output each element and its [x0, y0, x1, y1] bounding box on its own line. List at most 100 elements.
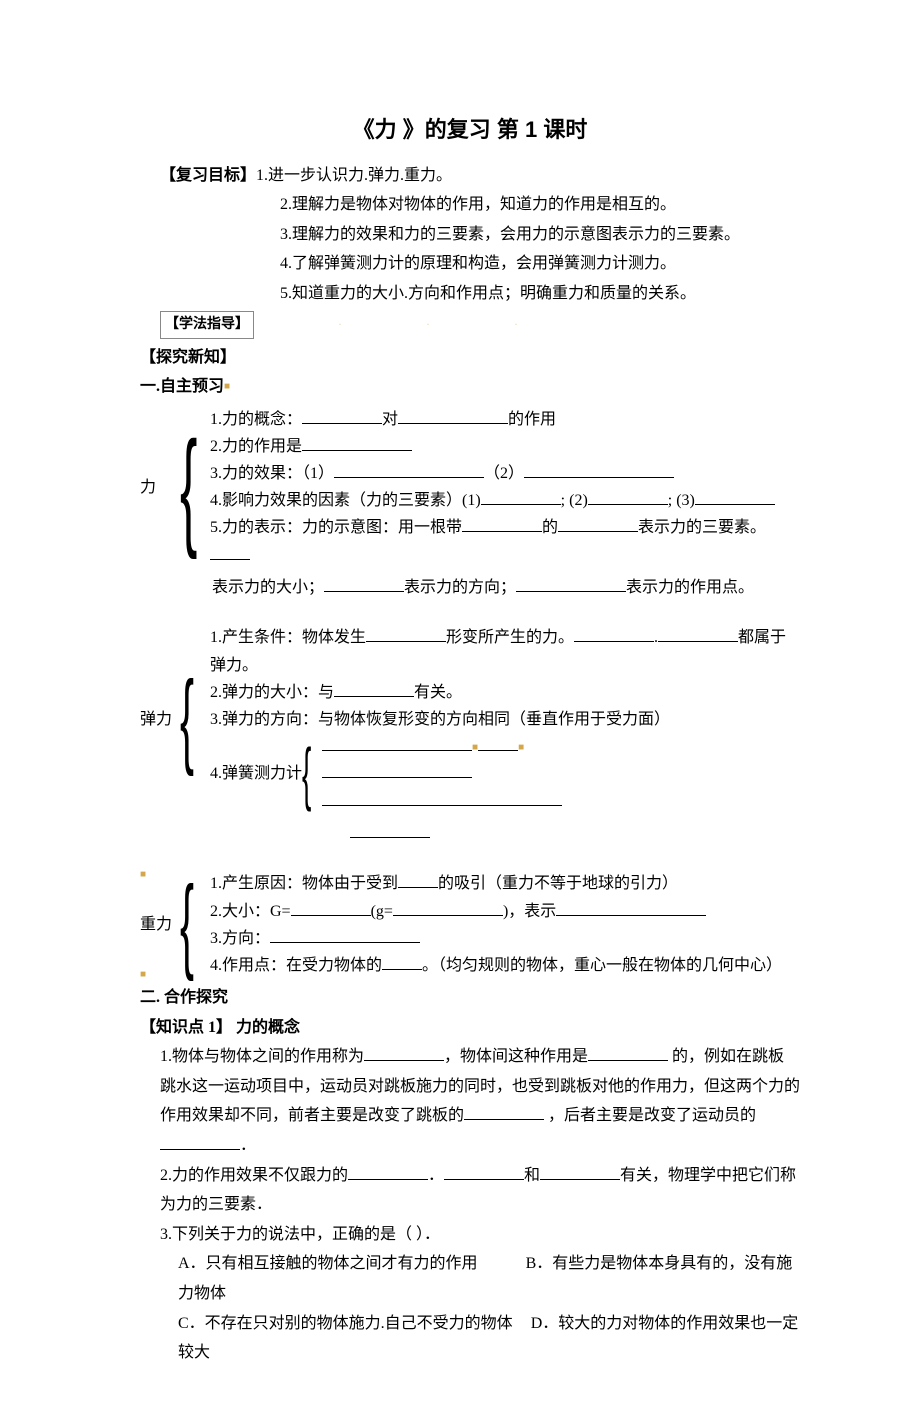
- question-1: 1.物体与物体之间的作用称为，物体间这种作用是 的，例如在跳板跳水这一运动项目中…: [160, 1042, 800, 1160]
- brace-icon: {: [302, 742, 310, 805]
- gravity-label-text: 重力: [140, 916, 172, 933]
- blank: [462, 515, 542, 532]
- gravity-line: 3.方向：: [210, 925, 800, 952]
- blank: [540, 1163, 620, 1180]
- text: 2.力的作用是: [210, 438, 302, 455]
- text: 1.力的概念：: [210, 411, 302, 428]
- blank: [695, 488, 775, 505]
- text: 有关。: [414, 684, 462, 701]
- goals-block: 【复习目标】1.进一步认识力.弹力.重力。 2.理解力是物体对物体的作用，知道力…: [160, 161, 800, 309]
- faint-mark: ·: [514, 317, 518, 331]
- inner-line: ■■: [322, 733, 800, 760]
- gravity-line: 1.产生原因：物体由于受到的吸引（重力不等于地球的引力）: [210, 870, 800, 897]
- spring-brace-group: 弹力 { 1.产生条件：物体发生形变所产生的力。.都属于弹力。 2.弹力的大小：…: [140, 624, 800, 814]
- question-3: 3.下列关于力的说法中，正确的是（ ）．: [160, 1220, 800, 1250]
- brace-icon: {: [180, 429, 192, 546]
- text: ．: [240, 1137, 256, 1154]
- page-title: 《力 》的复习 第 1 课时: [140, 110, 800, 151]
- spring-inner-row: 4.弹簧测力计 { ■■: [210, 733, 800, 815]
- text: 对: [382, 411, 398, 428]
- gravity-label: ■ 重力 ■: [140, 880, 180, 969]
- text: 4.影响力效果的因素（力的三要素）(1): [210, 492, 481, 509]
- text: ; (2): [561, 492, 588, 509]
- blank: [556, 899, 706, 916]
- blank: [658, 625, 738, 642]
- text: ，后者主要是改变了运动员的: [544, 1107, 756, 1124]
- text: )，表示: [503, 903, 556, 920]
- blank: [364, 1044, 444, 1061]
- text: ; (3): [668, 492, 695, 509]
- force-line: 5.力的表示：力的示意图：用一根带的表示力的三要素。: [210, 514, 800, 568]
- blank: [322, 734, 432, 751]
- text: ，物体间这种作用是: [444, 1048, 588, 1065]
- force-line: 3.力的效果：（1）（2）: [210, 460, 800, 487]
- blank: [348, 1163, 428, 1180]
- blank: [334, 680, 414, 697]
- text: 1.产生条件：物体发生: [210, 629, 366, 646]
- blank: [398, 407, 508, 424]
- blank: [382, 953, 422, 970]
- q3-options-row1: A．只有相互接触的物体之间才有力的作用 B．有些力是物体本身具有的，没有施力物体: [178, 1249, 800, 1308]
- blank: [444, 1163, 524, 1180]
- text: 。（均匀规则的物体，重心一般在物体的几何中心）: [422, 957, 782, 974]
- gravity-brace-group: ■ 重力 ■ { 1.产生原因：物体由于受到的吸引（重力不等于地球的引力） 2.…: [140, 870, 800, 979]
- explore-label: 【探究新知】: [140, 343, 800, 373]
- force-line: 1.力的概念：对的作用: [210, 406, 800, 433]
- spring-line: 1.产生条件：物体发生形变所产生的力。.都属于弹力。: [210, 624, 800, 678]
- text: 表示力的方向；: [404, 579, 516, 596]
- text: 4.弹簧测力计: [210, 760, 302, 787]
- blank: [402, 789, 482, 806]
- blank: [210, 543, 250, 560]
- blank: [588, 488, 668, 505]
- blank: [478, 734, 518, 751]
- gravity-line: 4.作用点：在受力物体的。（均匀规则的物体，重心一般在物体的几何中心）: [210, 952, 800, 979]
- blank: [464, 1103, 544, 1120]
- text: （2）: [484, 465, 524, 482]
- blank: [324, 575, 404, 592]
- spring-label: 弹力: [140, 705, 180, 735]
- goal-text: 3.理解力的效果和力的三要素，会用力的示意图表示力的三要素。: [280, 220, 800, 250]
- text: 表示力的作用点。: [626, 579, 754, 596]
- q3-stem: 3.下列关于力的说法中，正确的是（ ）．: [160, 1220, 800, 1250]
- text: 的: [542, 519, 558, 536]
- force-brace-group: 力 { 1.力的概念：对的作用 2.力的作用是 3.力的效果：（1）（2） 4.…: [140, 406, 800, 569]
- q3-options-row2: C．不存在只对别的物体施力.自己不受力的物体 D．较大的力对物体的作用效果也一定…: [178, 1309, 800, 1368]
- blank: [516, 575, 626, 592]
- text: 表示力的大小；: [212, 579, 324, 596]
- brace-icon: {: [180, 877, 192, 972]
- faint-mark: ·: [338, 317, 342, 331]
- blank: [334, 461, 484, 478]
- text: 2.弹力的大小：与: [210, 684, 334, 701]
- question-2: 2.力的作用效果不仅跟力的．和有关，物理学中把它们称为力的三要素．: [160, 1161, 800, 1220]
- preview-label-text: 一.自主预习: [140, 378, 224, 395]
- text: ．: [428, 1167, 444, 1184]
- goal-text: 1.进一步认识力.弹力.重力。: [256, 167, 452, 184]
- text: 形变所产生的力。: [446, 629, 574, 646]
- spring-line: 2.弹力的大小：与 有关。: [210, 679, 800, 706]
- text: 表示力的三要素。: [638, 519, 766, 536]
- blank: [322, 789, 402, 806]
- dot-icon: ■: [518, 742, 524, 753]
- blank: [524, 461, 674, 478]
- faint-mark: ·: [426, 317, 430, 331]
- method-row: 【学法指导】 · · ·: [160, 309, 800, 339]
- goals-label: 【复习目标】: [160, 167, 256, 184]
- spring-content: 1.产生条件：物体发生形变所产生的力。.都属于弹力。 2.弹力的大小：与有关。 …: [210, 624, 800, 814]
- goal-line: 【复习目标】1.进一步认识力.弹力.重力。: [160, 161, 800, 191]
- blank: [291, 899, 371, 916]
- blank: [432, 734, 472, 751]
- brace-icon: {: [180, 672, 192, 767]
- worksheet-page: 《力 》的复习 第 1 课时 【复习目标】1.进一步认识力.弹力.重力。 2.理…: [0, 0, 920, 1428]
- preview-label: 一.自主预习■: [140, 372, 800, 402]
- text: 的吸引（重力不等于地球的引力）: [438, 875, 678, 892]
- kp1-label: 【知识点 1】 力的概念: [140, 1013, 800, 1043]
- force-content: 1.力的概念：对的作用 2.力的作用是 3.力的效果：（1）（2） 4.影响力效…: [210, 406, 800, 569]
- goal-text: 2.理解力是物体对物体的作用，知道力的作用是相互的。: [280, 190, 800, 220]
- text: 3.方向：: [210, 930, 270, 947]
- text: 和: [524, 1167, 540, 1184]
- force-line: 2.力的作用是: [210, 433, 800, 460]
- blank: [482, 789, 562, 806]
- text: 2.大小：G=: [210, 903, 291, 920]
- force-line: 4.影响力效果的因素（力的三要素）(1) ; (2) ; (3): [210, 487, 800, 514]
- text: 1.物体与物体之间的作用称为: [160, 1048, 364, 1065]
